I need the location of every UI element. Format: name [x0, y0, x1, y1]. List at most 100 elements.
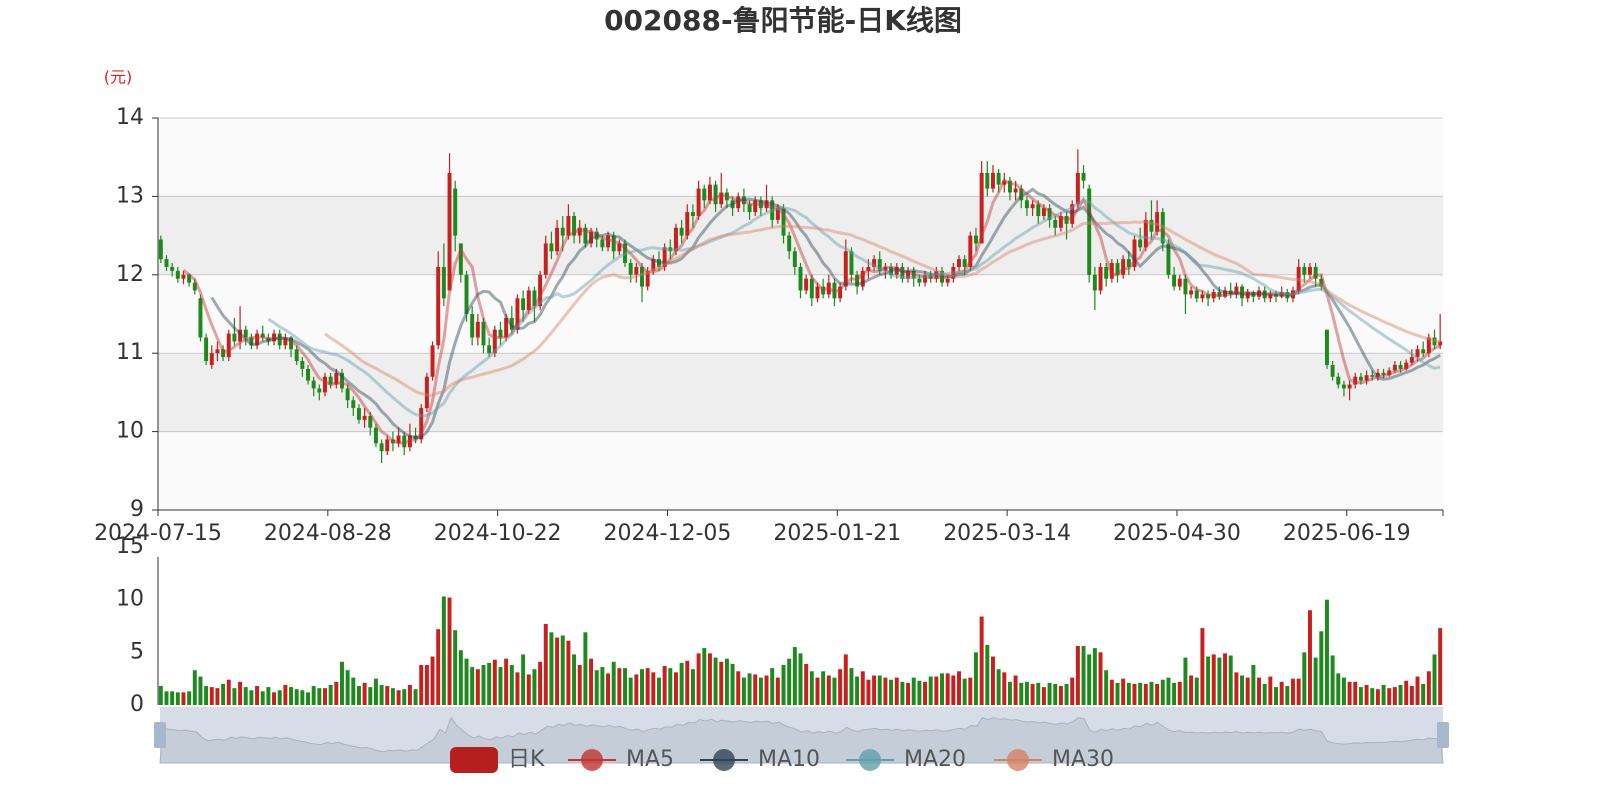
volume-bar	[181, 692, 186, 705]
candle-body	[453, 188, 458, 236]
volume-bar	[1183, 657, 1188, 705]
volume-bar	[594, 670, 599, 705]
candle-body	[1262, 290, 1267, 299]
volume-bar	[900, 681, 905, 705]
candle-body	[724, 192, 729, 201]
candle-body	[1092, 274, 1097, 291]
candle-body	[1387, 370, 1392, 376]
candle-body	[317, 388, 322, 393]
candle-body	[1223, 290, 1228, 297]
ma-line	[210, 187, 1441, 440]
candle-body	[289, 337, 294, 350]
volume-bar	[1421, 683, 1426, 705]
candle-body	[1409, 357, 1414, 363]
candle-body	[889, 266, 894, 275]
candle-body	[990, 172, 995, 189]
volume-bar	[175, 692, 180, 705]
x-tick-label: 2025-03-14	[943, 521, 1071, 546]
candle-body	[1109, 263, 1114, 279]
candle-body	[1285, 292, 1290, 299]
legend-marker	[713, 749, 735, 771]
volume-bar	[1415, 676, 1420, 705]
candle-body	[673, 227, 678, 252]
legend-label: MA20	[904, 747, 966, 772]
volume-bar	[289, 687, 294, 705]
volume-bar	[351, 677, 356, 705]
volume-bar	[385, 686, 390, 705]
candle-body	[419, 408, 424, 440]
candle-body	[1358, 376, 1363, 381]
volume-bar	[843, 654, 848, 705]
volume-bar	[226, 679, 231, 705]
volume-bar	[373, 678, 378, 705]
candle-body	[413, 435, 418, 440]
candle-body	[1404, 362, 1409, 369]
volume-bar	[1115, 682, 1120, 705]
candle-body	[1206, 294, 1211, 299]
candle-body	[1353, 376, 1358, 385]
volume-bar	[1030, 683, 1035, 705]
candle-body	[487, 345, 492, 354]
candle-body	[390, 439, 395, 444]
volume-bar	[696, 653, 701, 705]
volume-bar	[736, 671, 741, 705]
legend-item[interactable]: MA20	[846, 747, 966, 772]
volume-bar	[249, 690, 254, 705]
candle-body	[1217, 292, 1222, 297]
volume-bar	[979, 616, 984, 705]
candle-body	[1160, 212, 1165, 244]
candle-body	[838, 286, 843, 299]
volume-bar	[606, 673, 611, 705]
split-area	[158, 118, 1443, 197]
volume-bar	[1324, 599, 1329, 705]
volume-bar	[1234, 672, 1239, 705]
volume-bar	[334, 681, 339, 705]
candle-body	[198, 298, 203, 338]
candle-body	[1019, 188, 1024, 201]
volume-bar	[623, 668, 627, 705]
volume-bar	[894, 677, 899, 705]
candle-body	[968, 235, 973, 267]
candle-body	[402, 435, 407, 448]
volume-bar	[764, 675, 769, 705]
volume-bar	[730, 663, 735, 705]
legend-item[interactable]: MA30	[994, 747, 1114, 772]
candle-body	[164, 259, 169, 267]
candle-body	[690, 212, 695, 216]
legend-item[interactable]: 日K	[450, 747, 545, 773]
candle-body	[1183, 278, 1188, 295]
candle-body	[1126, 259, 1131, 267]
candle-body	[832, 282, 837, 299]
candle-body	[866, 266, 871, 271]
candle-body	[1302, 266, 1307, 275]
volume-bar	[1132, 683, 1137, 705]
volume-bar	[1002, 672, 1007, 705]
candle-body	[436, 266, 441, 346]
legend-item[interactable]: MA10	[700, 747, 820, 772]
volume-bar	[1330, 655, 1335, 705]
legend-item[interactable]: MA5	[568, 747, 674, 772]
candle-body	[934, 270, 939, 279]
volume-bar	[872, 675, 877, 705]
volume-bar	[221, 683, 226, 705]
candle-body	[430, 345, 435, 377]
volume-bar	[1160, 679, 1165, 705]
candle-body	[1296, 266, 1301, 291]
candle-body	[221, 349, 226, 358]
candle-body	[266, 337, 271, 342]
volume-bar	[1019, 682, 1024, 705]
zoom-handle[interactable]	[1437, 722, 1449, 748]
zoom-handle[interactable]	[154, 722, 166, 748]
candle-body	[974, 235, 978, 244]
candle-body	[702, 188, 707, 201]
candle-body	[328, 376, 333, 385]
volume-bar	[1353, 681, 1358, 705]
volume-bar	[1189, 675, 1194, 705]
volume-bar	[1302, 652, 1307, 705]
candle-body	[204, 337, 209, 362]
volume-bar	[889, 679, 894, 705]
x-tick-label: 2024-10-22	[434, 521, 562, 546]
candle-body	[238, 329, 243, 342]
candle-body	[521, 298, 526, 311]
candle-body	[566, 216, 571, 236]
